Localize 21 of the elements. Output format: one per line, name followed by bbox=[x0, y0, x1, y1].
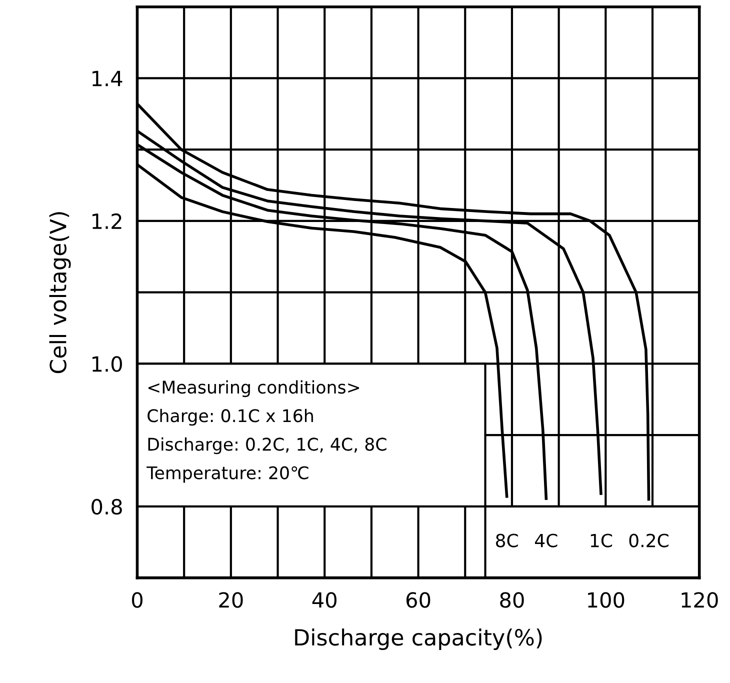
text: 1.0 bbox=[92, 356, 122, 372]
x-tick-label: 80 bbox=[500, 592, 524, 608]
text: 4C bbox=[535, 534, 558, 548]
annotation: Charge: 0.1C x 16h bbox=[148, 408, 313, 426]
annotation: <Measuring conditions> bbox=[148, 380, 360, 398]
x-tick-label: 20 bbox=[219, 592, 243, 608]
x-tick-label: 40 bbox=[312, 592, 336, 608]
x-tick-label: 120 bbox=[682, 592, 718, 608]
annotation: Temperature: 20℃ bbox=[146, 466, 308, 483]
x-tick-label: 0 bbox=[132, 592, 142, 608]
x-tick-label: 100 bbox=[588, 592, 624, 608]
y-tick-label: 1.2 bbox=[92, 213, 122, 229]
x-axis-title: Discharge capacity(%) bbox=[295, 628, 542, 650]
text: 0.2C bbox=[629, 534, 668, 548]
text: 8C bbox=[496, 534, 518, 548]
text: 1C bbox=[590, 534, 612, 548]
y-tick-label: 0.8 bbox=[92, 498, 122, 515]
annotation: Discharge: 0.2C, 1C, 4C, 8C bbox=[148, 437, 386, 454]
x-tick-label: 60 bbox=[406, 592, 430, 608]
y-tick-label: 1.4 bbox=[92, 70, 122, 86]
y-axis-title: Cell voltage(V) bbox=[49, 212, 71, 374]
